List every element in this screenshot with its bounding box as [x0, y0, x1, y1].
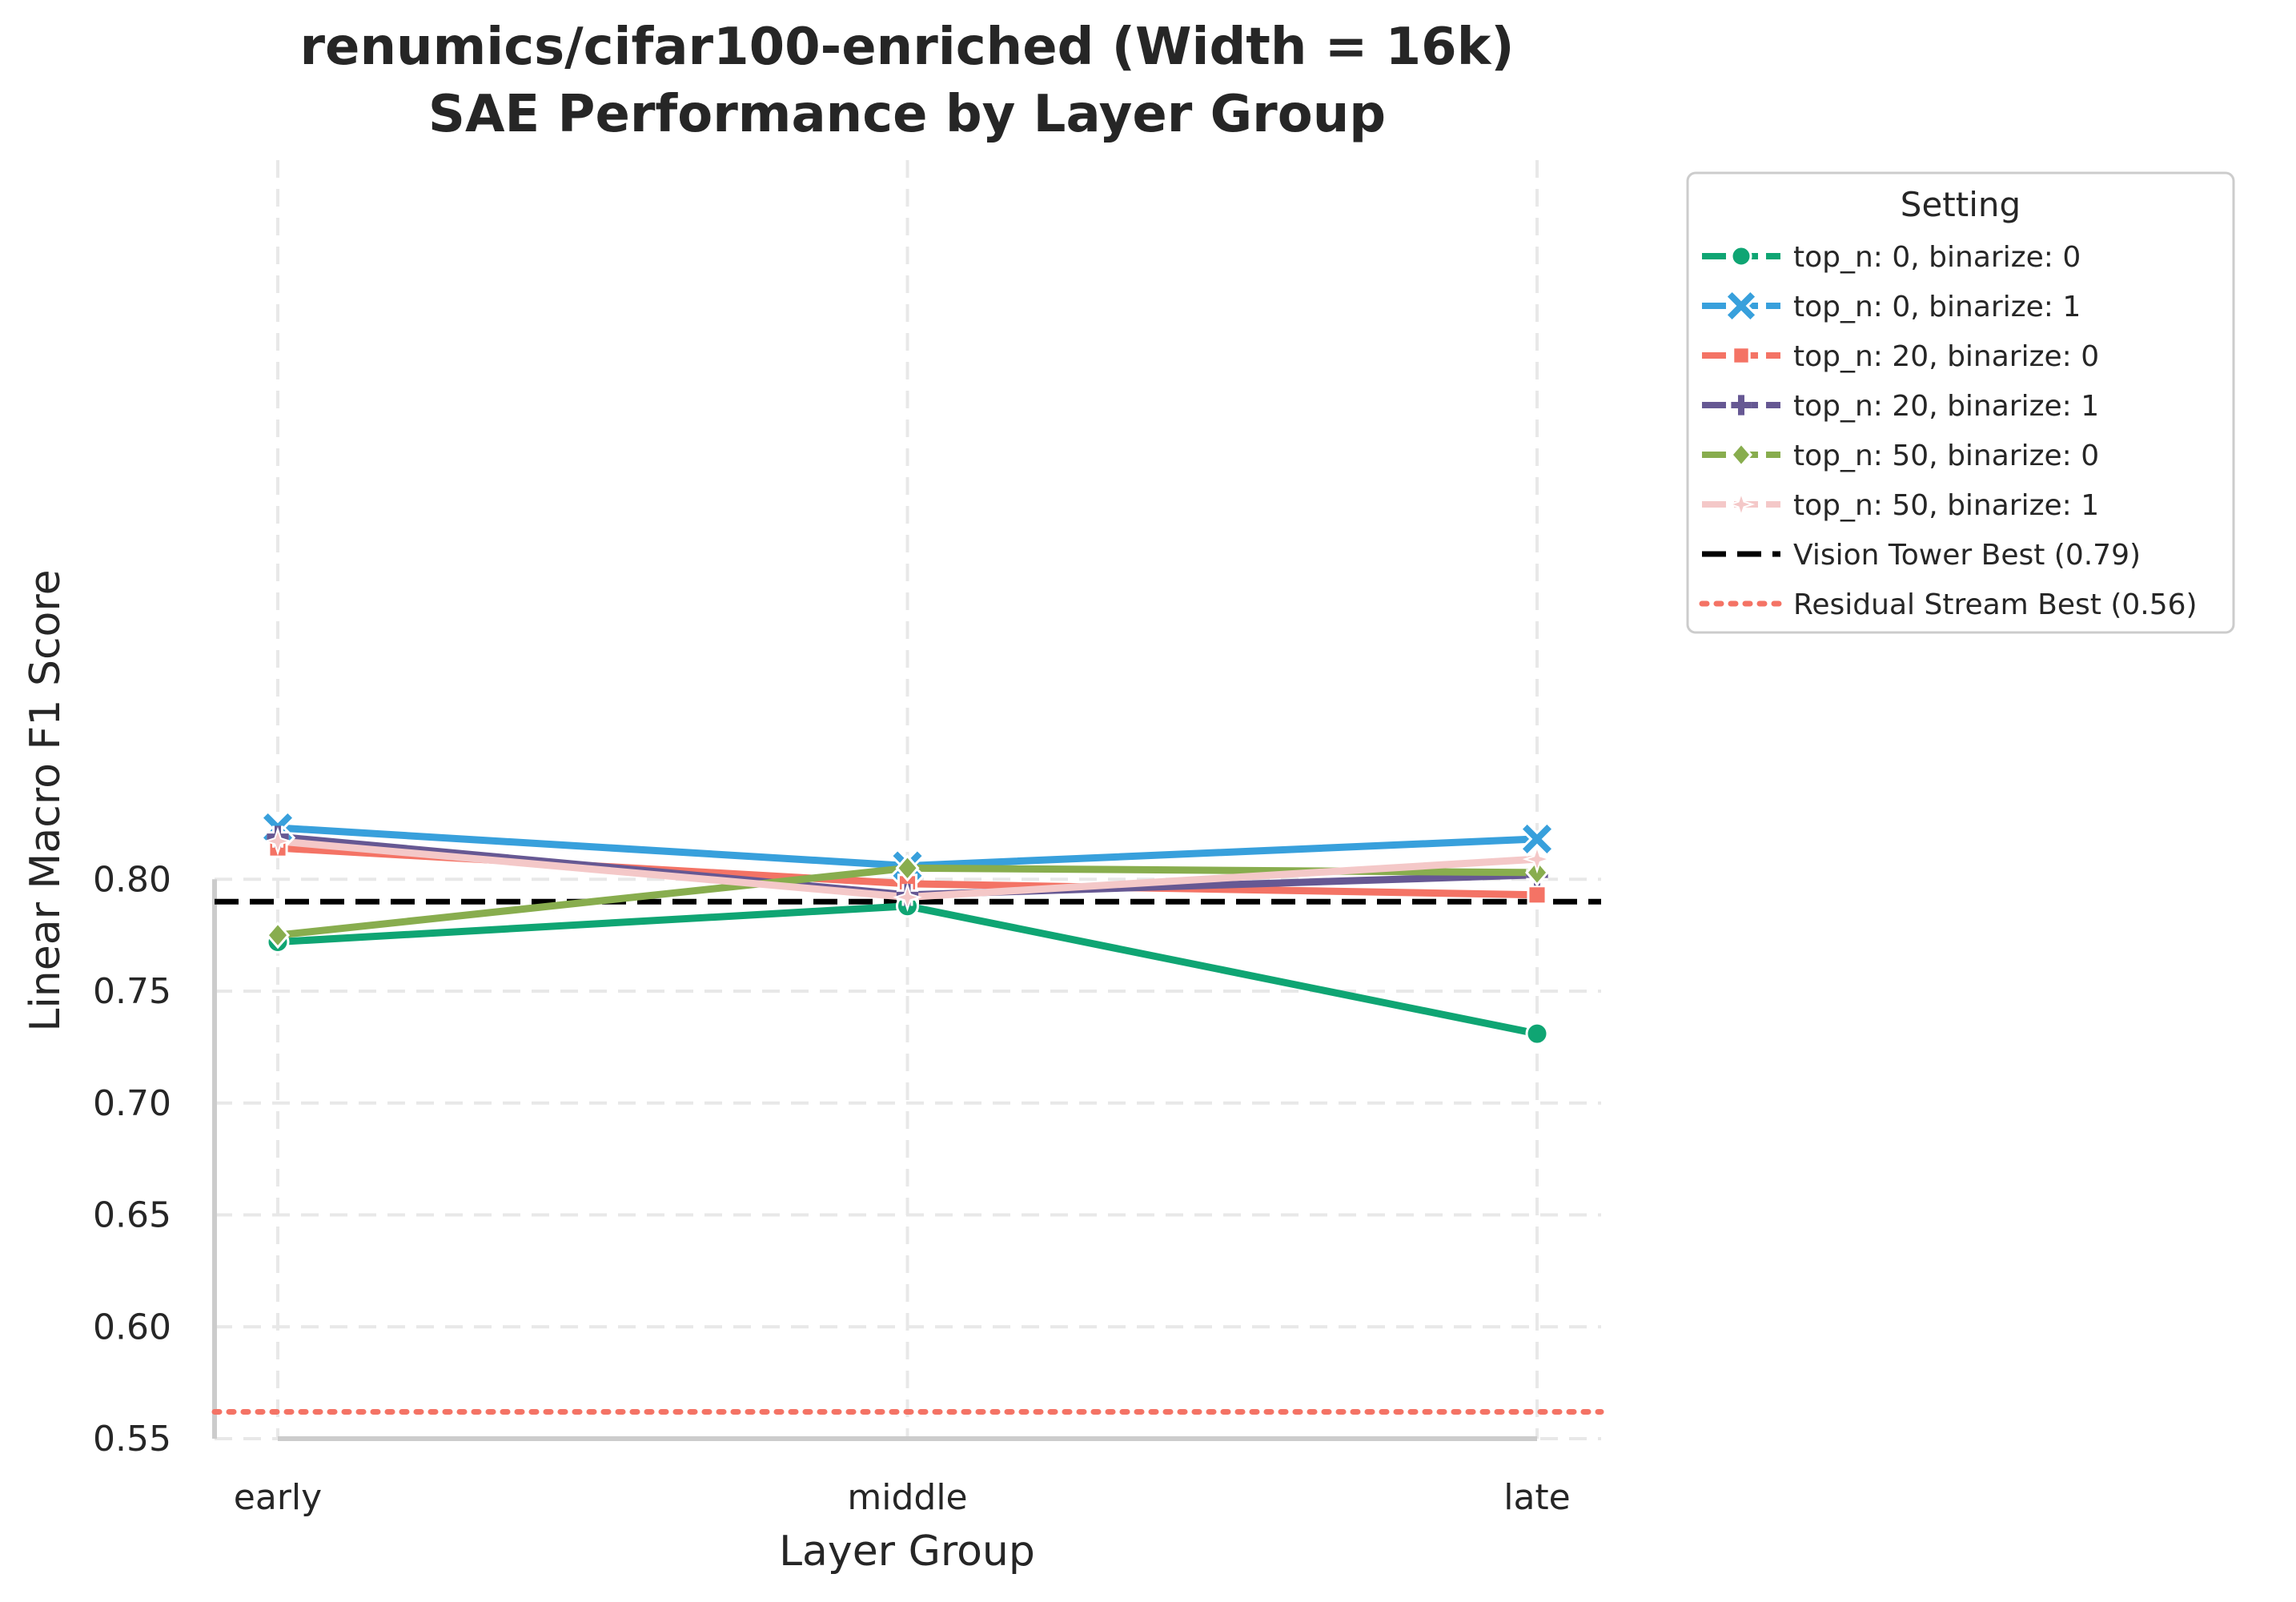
- legend-label: Residual Stream Best (0.56): [1793, 588, 2198, 621]
- legend-marker: [1731, 395, 1752, 416]
- y-tick-label: 0.55: [93, 1419, 171, 1459]
- legend-label: top_n: 50, binarize: 0: [1793, 440, 2099, 472]
- chart-subtitle: SAE Performance by Layer Group: [428, 85, 1386, 144]
- x-tick-label: late: [1503, 1477, 1571, 1518]
- x-tick-label: middle: [847, 1477, 967, 1518]
- legend-label: top_n: 50, binarize: 1: [1793, 489, 2099, 522]
- x-tick-label: early: [234, 1477, 322, 1518]
- legend-label: top_n: 20, binarize: 1: [1793, 390, 2099, 423]
- legend-marker: [1730, 245, 1752, 267]
- legend-marker: [1730, 441, 1752, 468]
- y-tick-label: 0.80: [93, 859, 171, 900]
- data-point: [266, 921, 290, 950]
- legend-label: top_n: 20, binarize: 0: [1793, 340, 2099, 373]
- legend-title: Setting: [1901, 185, 2021, 224]
- y-axis-label: Linear Macro F1 Score: [22, 569, 70, 1031]
- legend-frame: [1686, 171, 2235, 634]
- y-tick-label: 0.60: [93, 1307, 171, 1347]
- data-point: [895, 854, 920, 882]
- legend-marker: [1727, 490, 1756, 519]
- data-point: [1519, 821, 1555, 857]
- legend: Setting top_n: 0, binarize: 0 top_n: 0, b…: [1686, 171, 2235, 634]
- data-point: [263, 826, 293, 856]
- y-tick-label: 0.70: [93, 1083, 171, 1124]
- y-tick-label: 0.65: [93, 1195, 171, 1236]
- data-point: [893, 882, 922, 912]
- data-point: [1527, 885, 1547, 905]
- legend-marker: [1724, 288, 1759, 323]
- x-axis-label: Layer Group: [779, 1528, 1035, 1576]
- data-point: [1522, 844, 1552, 874]
- plot-area: 0.55 0.60 0.65 0.70 0.75 0.80 early middle late: [93, 160, 1604, 1518]
- legend-label: top_n: 0, binarize: 1: [1793, 291, 2081, 323]
- data-point: [1525, 1022, 1549, 1046]
- y-tick-label: 0.75: [93, 971, 171, 1012]
- legend-label: top_n: 0, binarize: 0: [1793, 241, 2081, 274]
- legend-marker: [1732, 346, 1751, 365]
- legend-label: Vision Tower Best (0.79): [1793, 539, 2141, 572]
- chart-title: renumics/cifar100-enriched (Width = 16k): [299, 18, 1514, 77]
